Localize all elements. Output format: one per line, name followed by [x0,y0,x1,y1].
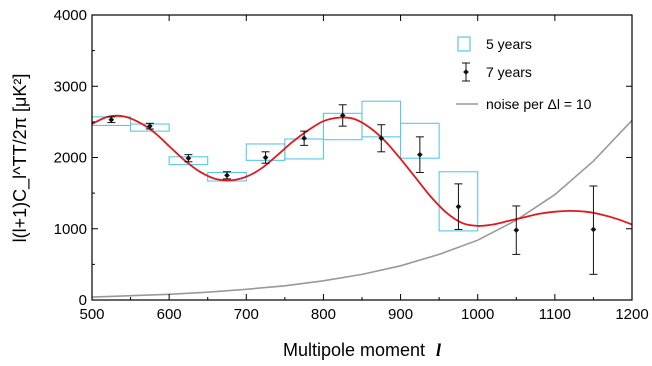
data-marker [417,151,423,158]
y-tick-label: 3000 [54,78,87,95]
seven-year-point [300,130,309,146]
x-tick-label: 800 [311,306,336,323]
seven-year-point [184,154,193,163]
x-tick-label: 1000 [461,306,494,323]
x-axis-title: Multipole moment l [283,340,441,360]
legend-swatch-5-years [457,36,471,52]
seven-year-point [223,171,231,180]
seven-year-point [261,151,270,164]
seven-year-point [512,205,521,255]
y-tick-label: 4000 [54,7,87,24]
y-tick-label: 2000 [54,150,87,167]
data-marker [108,116,115,123]
data-marker [590,226,597,233]
data-marker [262,154,269,161]
legend-label-5-years: 5 years [486,36,532,52]
x-tick-label: 900 [388,306,413,323]
data-marker [378,135,385,142]
seven-year-point [454,183,463,230]
data-marker [224,172,230,179]
seven-year-point [377,124,386,153]
x-tick-label: 500 [79,306,104,323]
data-marker [185,155,192,162]
data-marker [513,227,520,234]
noise-curve [91,119,633,298]
legend: 5 years 7 years noise per Δl = 10 [456,36,592,112]
five-year-box [438,171,479,232]
x-tick-label: 1100 [539,306,571,323]
x-tick-label: 700 [234,306,259,323]
legend-label-noise: noise per Δl = 10 [486,96,592,112]
seven-year-point [338,104,347,127]
data-marker [301,135,307,142]
plot-frame [91,14,633,301]
axis-ticks: 500 600 700 800 900 1000 1100 1200 0 1000 2000 3000… [54,7,649,323]
y-axis-title: l(l+1)C_l^TT/2π [μK²] [10,74,31,243]
x-tick-label: 600 [157,306,182,323]
y-tick-label: 0 [79,292,87,309]
y-tick-label: 1000 [54,221,87,238]
legend-swatch-7-years [462,62,470,82]
data-marker [455,203,462,210]
model-curve [91,114,633,227]
plot-area [91,100,633,298]
x-tick-label: 1200 [615,306,648,323]
legend-label-7-years: 7 years [486,64,532,80]
seven-year-point [589,185,598,275]
data-marker [339,112,346,119]
seven-year-point [415,136,424,173]
seven-year-point [107,116,116,124]
